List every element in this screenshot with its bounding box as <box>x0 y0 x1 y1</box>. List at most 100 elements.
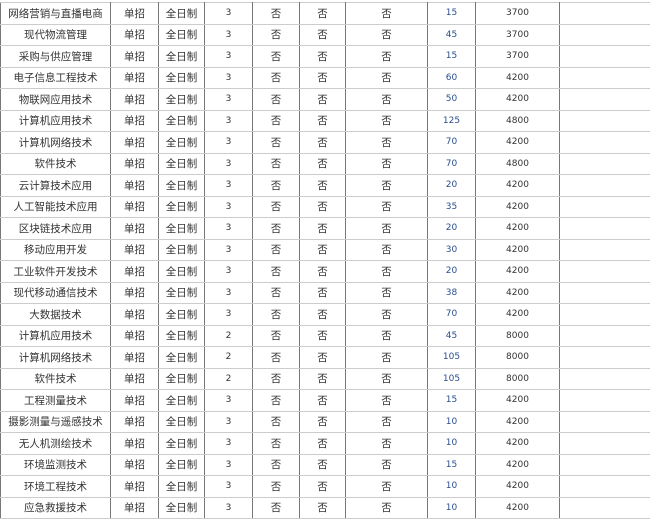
flag-c-cell: 否 <box>346 304 428 326</box>
major-name-cell: 移动应用开发 <box>1 239 111 261</box>
study-mode-cell: 全日制 <box>159 46 205 68</box>
major-name-cell: 计算机网络技术 <box>1 132 111 154</box>
duration-years-cell: 3 <box>205 153 253 175</box>
duration-years-cell: 3 <box>205 218 253 240</box>
enrollment-type-cell: 单招 <box>111 239 159 261</box>
quota-cell: 45 <box>428 24 476 46</box>
enrollment-type-cell: 单招 <box>111 261 159 283</box>
notes-cell <box>560 497 650 519</box>
enrollment-type-cell: 单招 <box>111 497 159 519</box>
major-name-cell: 计算机网络技术 <box>1 347 111 369</box>
flag-a-cell: 否 <box>253 476 300 498</box>
tuition-cell: 4200 <box>476 433 560 455</box>
tuition-cell: 3700 <box>476 46 560 68</box>
notes-cell <box>560 67 650 89</box>
flag-b-cell: 否 <box>300 3 346 25</box>
flag-c-cell: 否 <box>346 196 428 218</box>
major-name-cell: 区块链技术应用 <box>1 218 111 240</box>
flag-b-cell: 否 <box>300 196 346 218</box>
major-name-cell: 应急救援技术 <box>1 497 111 519</box>
flag-c-cell: 否 <box>346 454 428 476</box>
flag-a-cell: 否 <box>253 218 300 240</box>
flag-b-cell: 否 <box>300 454 346 476</box>
enrollment-type-cell: 单招 <box>111 347 159 369</box>
flag-c-cell: 否 <box>346 347 428 369</box>
major-name-cell: 软件技术 <box>1 368 111 390</box>
flag-a-cell: 否 <box>253 325 300 347</box>
major-name-cell: 大数据技术 <box>1 304 111 326</box>
duration-years-cell: 3 <box>205 3 253 25</box>
notes-cell <box>560 282 650 304</box>
flag-b-cell: 否 <box>300 497 346 519</box>
major-name-cell: 电子信息工程技术 <box>1 67 111 89</box>
duration-years-cell: 3 <box>205 239 253 261</box>
flag-c-cell: 否 <box>346 497 428 519</box>
tuition-cell: 3700 <box>476 3 560 25</box>
quota-cell: 10 <box>428 476 476 498</box>
flag-c-cell: 否 <box>346 282 428 304</box>
flag-b-cell: 否 <box>300 110 346 132</box>
duration-years-cell: 2 <box>205 347 253 369</box>
study-mode-cell: 全日制 <box>159 497 205 519</box>
enrollment-type-cell: 单招 <box>111 476 159 498</box>
study-mode-cell: 全日制 <box>159 89 205 111</box>
quota-cell: 10 <box>428 411 476 433</box>
enrollment-type-cell: 单招 <box>111 132 159 154</box>
major-name-cell: 软件技术 <box>1 153 111 175</box>
major-name-cell: 摄影测量与遥感技术 <box>1 411 111 433</box>
flag-c-cell: 否 <box>346 3 428 25</box>
flag-c-cell: 否 <box>346 325 428 347</box>
notes-cell <box>560 89 650 111</box>
flag-a-cell: 否 <box>253 24 300 46</box>
flag-a-cell: 否 <box>253 46 300 68</box>
enrollment-type-cell: 单招 <box>111 390 159 412</box>
duration-years-cell: 3 <box>205 110 253 132</box>
enrollment-type-cell: 单招 <box>111 89 159 111</box>
quota-cell: 10 <box>428 497 476 519</box>
quota-cell: 15 <box>428 390 476 412</box>
flag-a-cell: 否 <box>253 3 300 25</box>
study-mode-cell: 全日制 <box>159 411 205 433</box>
flag-b-cell: 否 <box>300 175 346 197</box>
flag-a-cell: 否 <box>253 497 300 519</box>
major-name-cell: 计算机应用技术 <box>1 325 111 347</box>
flag-c-cell: 否 <box>346 46 428 68</box>
study-mode-cell: 全日制 <box>159 175 205 197</box>
flag-a-cell: 否 <box>253 89 300 111</box>
duration-years-cell: 3 <box>205 390 253 412</box>
major-name-cell: 现代物流管理 <box>1 24 111 46</box>
flag-a-cell: 否 <box>253 67 300 89</box>
study-mode-cell: 全日制 <box>159 67 205 89</box>
flag-b-cell: 否 <box>300 239 346 261</box>
tuition-cell: 4200 <box>476 132 560 154</box>
quota-cell: 10 <box>428 433 476 455</box>
quota-cell: 30 <box>428 239 476 261</box>
duration-years-cell: 3 <box>205 175 253 197</box>
flag-b-cell: 否 <box>300 347 346 369</box>
study-mode-cell: 全日制 <box>159 261 205 283</box>
flag-c-cell: 否 <box>346 433 428 455</box>
duration-years-cell: 3 <box>205 476 253 498</box>
enrollment-type-cell: 单招 <box>111 218 159 240</box>
flag-b-cell: 否 <box>300 476 346 498</box>
flag-a-cell: 否 <box>253 368 300 390</box>
flag-b-cell: 否 <box>300 46 346 68</box>
flag-a-cell: 否 <box>253 132 300 154</box>
duration-years-cell: 3 <box>205 67 253 89</box>
flag-b-cell: 否 <box>300 132 346 154</box>
quota-cell: 60 <box>428 67 476 89</box>
enrollment-type-cell: 单招 <box>111 110 159 132</box>
flag-a-cell: 否 <box>253 175 300 197</box>
flag-c-cell: 否 <box>346 175 428 197</box>
tuition-cell: 4800 <box>476 153 560 175</box>
flag-b-cell: 否 <box>300 390 346 412</box>
major-name-cell: 物联网应用技术 <box>1 89 111 111</box>
